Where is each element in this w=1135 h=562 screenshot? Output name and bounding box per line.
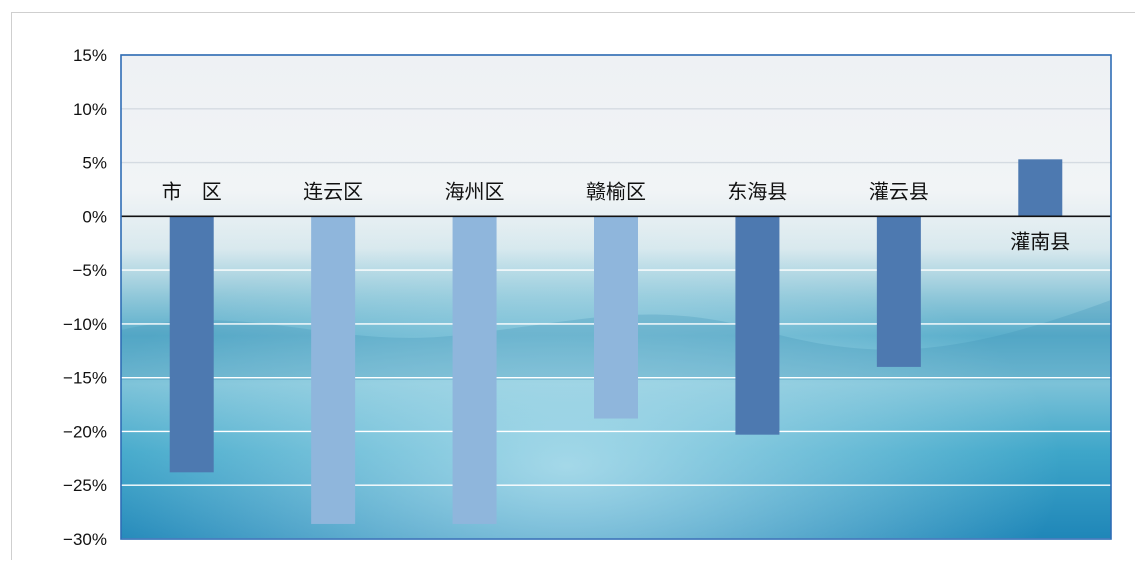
y-tick-label: 0% [82,207,107,226]
bar-3 [452,216,497,524]
y-tick-label: −25% [63,476,107,495]
category-label: 市 区 [162,179,222,203]
bar-4 [594,216,638,419]
y-tick-label: −30% [63,530,107,549]
y-tick-label: 10% [73,100,107,119]
y-tick-label: −15% [63,369,107,388]
y-tick-label: −10% [63,315,107,334]
category-label: 海州区 [445,179,505,203]
plot-border [120,54,1112,540]
category-label: 东海县 [727,179,787,203]
chart-frame [11,12,1135,560]
category-label: 灌云县 [869,179,929,203]
y-tick-label: 5% [82,154,107,173]
category-label: 灌南县 [1010,229,1070,253]
category-label: 连云区 [303,179,363,203]
bar-1 [169,216,214,473]
bar-7 [1018,159,1063,217]
bar-2 [311,216,356,524]
bar-5 [735,216,780,435]
bars [120,54,1112,540]
y-tick-label: 15% [73,46,107,65]
bar-6 [876,216,921,367]
category-label: 赣榆区 [586,179,646,203]
y-axis: 15% 10% 5% 0% −5% −10% −15% −20% −25% −30% [63,46,107,549]
y-tick-label: −20% [63,422,107,441]
y-tick-label: −5% [73,261,108,280]
